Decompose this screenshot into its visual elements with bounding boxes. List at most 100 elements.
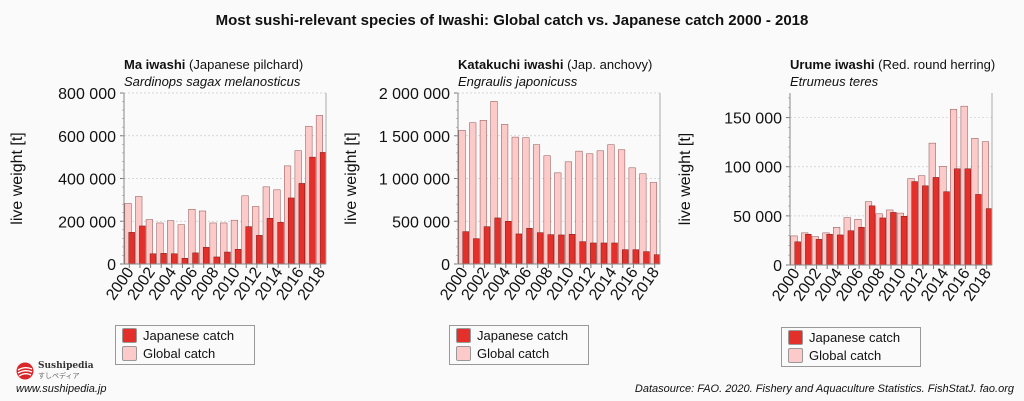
- bar-japanese-2018: [319, 152, 327, 265]
- legend-swatch-japanese: [122, 327, 137, 343]
- bar-japanese-2002: [483, 226, 491, 265]
- y-tick-label: 0: [773, 258, 782, 275]
- bar-japanese-2014: [611, 242, 618, 265]
- y-tick-label: 50 000: [733, 209, 782, 226]
- sushipedia-logo: Sushipedia すしペディア: [16, 361, 94, 381]
- bar-japanese-2006: [192, 252, 199, 265]
- bar-japanese-2010: [568, 233, 576, 265]
- bar-japanese-2012: [256, 235, 263, 265]
- bar-japanese-2016: [298, 183, 305, 265]
- bar-japanese-2008: [213, 256, 220, 265]
- legend-2: Japanese catch Global catch: [449, 325, 589, 365]
- subchart-2-title-bold: Katakuchi iwashi: [458, 57, 564, 72]
- bar-japanese-2010: [234, 249, 242, 265]
- logo-kana: すしペディア: [38, 373, 80, 380]
- bar-japanese-2016: [964, 168, 971, 266]
- bar-japanese-2006: [858, 227, 865, 266]
- bar-japanese-2015: [622, 249, 629, 265]
- y-axis-label: live weight [t]: [9, 132, 26, 224]
- bar-global-2017: [639, 173, 647, 265]
- bar-japanese-2012: [922, 185, 929, 266]
- bar-japanese-2011: [579, 241, 586, 265]
- bar-japanese-2013: [600, 242, 608, 265]
- y-tick-label: 500 000: [392, 214, 450, 231]
- bar-japanese-2009: [558, 234, 565, 265]
- bar-japanese-2005: [847, 230, 855, 266]
- legend-label-global: Global catch: [809, 347, 882, 363]
- y-tick-label: 0: [107, 257, 116, 274]
- subchart-3-title-bold: Urume iwashi: [790, 57, 875, 72]
- y-tick-label: 800 000: [58, 86, 116, 103]
- bar-japanese-2011: [245, 226, 252, 265]
- bar-japanese-2009: [224, 251, 231, 265]
- bar-japanese-2000: [128, 232, 135, 265]
- bar-japanese-2002: [815, 239, 823, 266]
- bar-japanese-2017: [643, 251, 650, 265]
- bar-japanese-2001: [473, 238, 480, 265]
- subchart-2-subtitle: Engraulis japonicuss: [458, 74, 578, 89]
- bar-japanese-2015: [954, 168, 961, 266]
- bar-japanese-2018: [653, 254, 661, 265]
- legend-label-global: Global catch: [477, 345, 550, 361]
- y-tick-label: 600 000: [58, 129, 116, 146]
- bar-japanese-2001: [139, 225, 146, 265]
- bar-global-2015: [618, 149, 626, 265]
- bar-japanese-2002: [149, 253, 157, 265]
- bar-japanese-2015: [288, 197, 295, 265]
- footer-url[interactable]: www.sushipedia.jp: [16, 383, 107, 395]
- legend-label-japanese: Japanese catch: [809, 329, 901, 345]
- bar-japanese-2003: [826, 233, 833, 266]
- y-axis-label: live weight [t]: [677, 133, 694, 225]
- bar-japanese-2004: [505, 221, 512, 265]
- bar-japanese-2017: [975, 194, 982, 266]
- y-tick-label: 400 000: [58, 172, 116, 189]
- bar-japanese-2014: [943, 191, 950, 266]
- y-axis-label: live weight [t]: [343, 132, 360, 224]
- subchart-2: 0 500 000 1 000 000 1 500 000 2 000 000 live …: [343, 86, 663, 303]
- legend-label-japanese: Japanese catch: [477, 327, 569, 343]
- legend-1: Japanese catch Global catch: [115, 325, 255, 365]
- subchart-2-heading: Katakuchi iwashi (Jap. anchovy) Engrauli…: [458, 56, 652, 90]
- bar-japanese-2012: [590, 242, 597, 265]
- bar-japanese-2010: [900, 216, 908, 266]
- bar-japanese-2013: [932, 177, 940, 266]
- logo-name: Sushipedia: [38, 361, 94, 371]
- bar-japanese-2008: [879, 217, 886, 266]
- bar-japanese-2006: [526, 228, 533, 265]
- bar-japanese-2017: [309, 156, 316, 265]
- bar-japanese-2000: [462, 231, 469, 265]
- y-tick-label: 1 000 000: [379, 172, 450, 189]
- bar-japanese-2011: [911, 181, 918, 266]
- bar-japanese-2008: [547, 234, 554, 265]
- bar-japanese-2005: [515, 233, 523, 265]
- y-tick-label: 0: [441, 257, 450, 274]
- subchart-1-heading: Ma iwashi (Japanese pilchard) Sardinops …: [124, 56, 303, 90]
- y-tick-label: 200 000: [58, 214, 116, 231]
- bar-japanese-2018: [985, 208, 993, 266]
- bar-japanese-2001: [805, 233, 812, 266]
- bar-japanese-2014: [277, 222, 284, 265]
- y-tick-label: 2 000 000: [379, 86, 450, 103]
- bar-global-2018: [649, 182, 658, 265]
- bar-japanese-2013: [266, 218, 274, 265]
- subchart-1-title-bold: Ma iwashi: [124, 57, 186, 72]
- legend-swatch-global: [122, 345, 137, 361]
- bar-japanese-2004: [171, 253, 178, 265]
- bar-japanese-2007: [202, 247, 210, 265]
- bar-japanese-2004: [837, 234, 844, 266]
- subchart-3-subtitle: Etrumeus teres: [790, 74, 879, 89]
- bar-japanese-2005: [181, 257, 189, 265]
- subchart-1: 0 200 000 400 000 600 000 800 000 live weight…: [9, 86, 329, 303]
- y-tick-label: 150 000: [724, 111, 782, 128]
- legend-label-japanese: Japanese catch: [143, 327, 235, 343]
- y-tick-label: 1 500 000: [379, 129, 450, 146]
- bar-japanese-2003: [160, 253, 167, 265]
- legend-swatch-japanese: [788, 329, 803, 345]
- y-tick-label: 100 000: [724, 160, 782, 177]
- bar-japanese-2003: [494, 217, 501, 265]
- bar-japanese-2016: [632, 249, 639, 265]
- footer-source: Datasource: FAO. 2020. Fishery and Aquac…: [634, 383, 1014, 395]
- subchart-3-heading: Urume iwashi (Red. round herring) Etrume…: [790, 56, 995, 90]
